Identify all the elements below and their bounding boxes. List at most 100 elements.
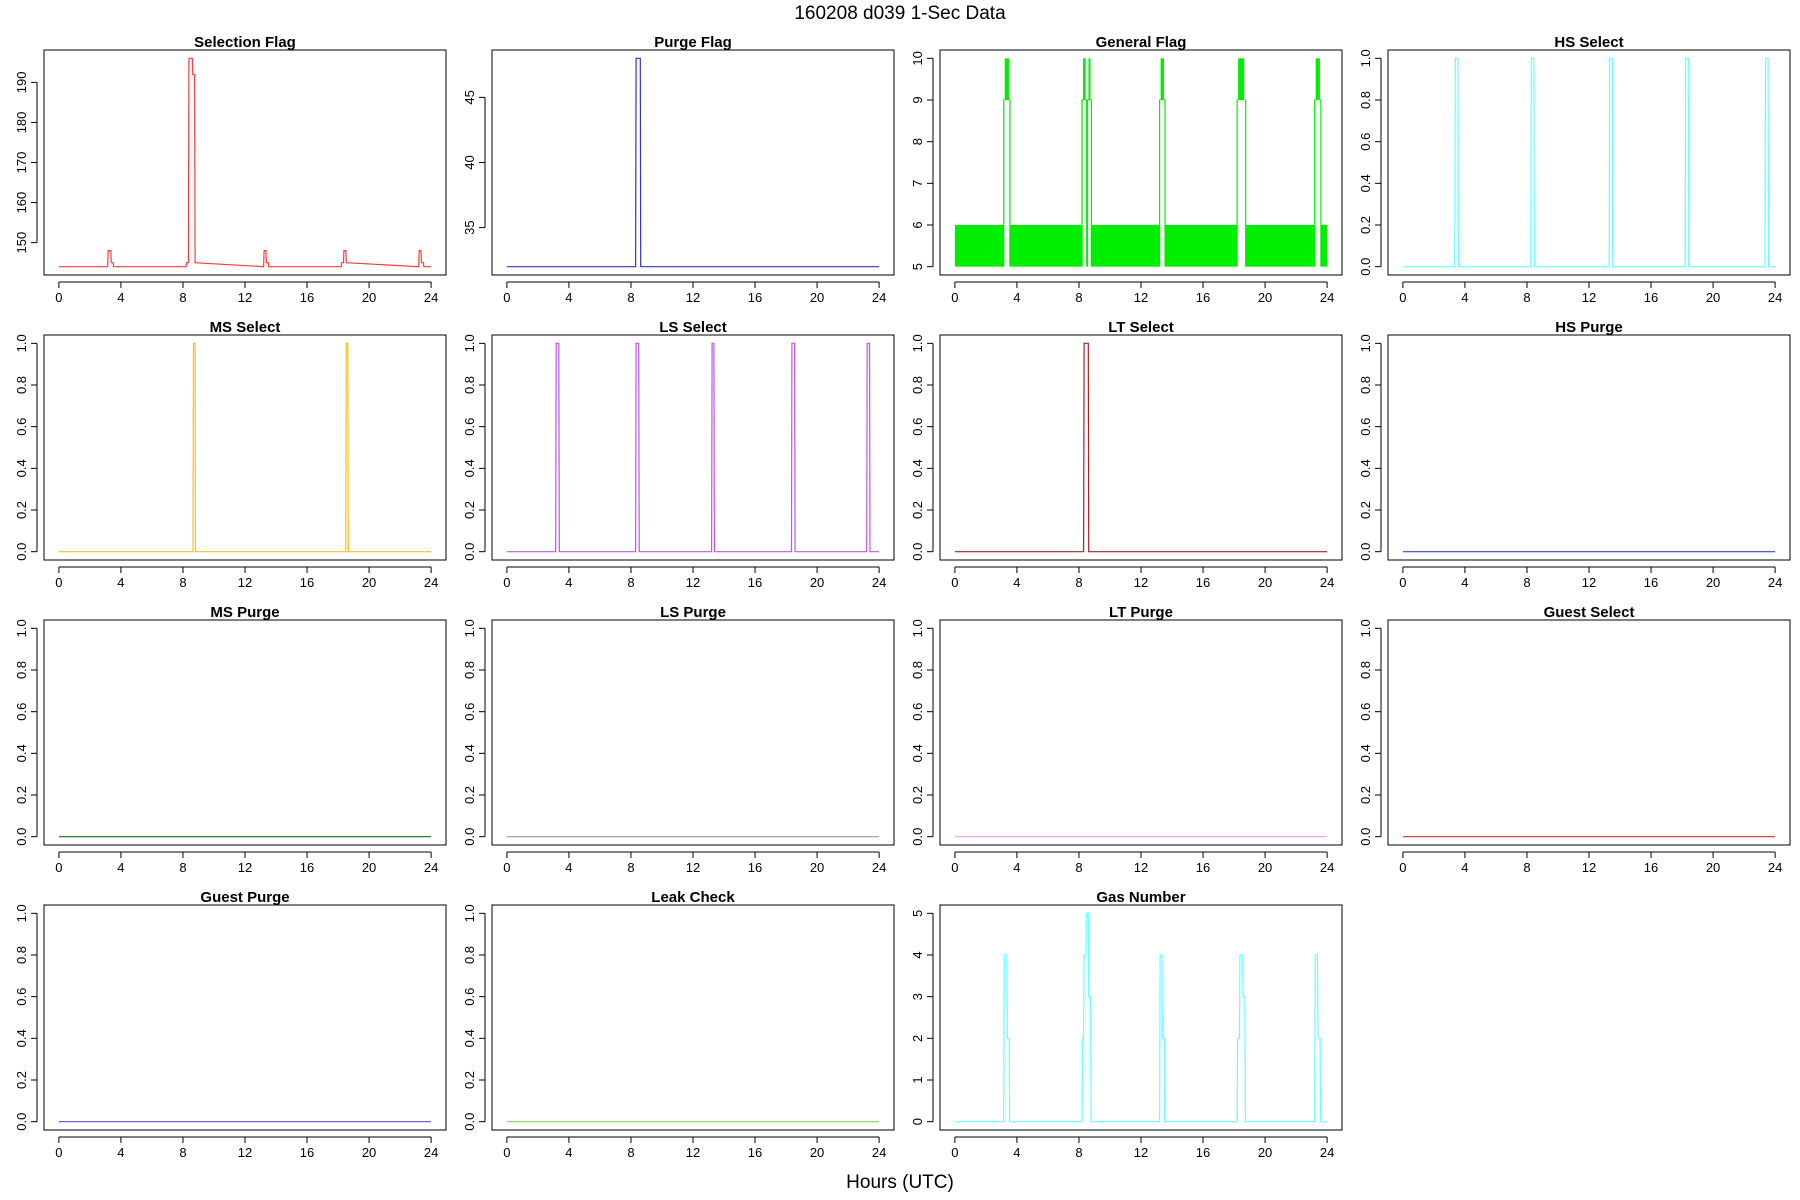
flag-spike-edge [1086, 99, 1089, 267]
panel-title: LS Select [659, 319, 727, 336]
panel-title: HS Purge [1555, 319, 1623, 336]
y-tick-label: 40 [462, 155, 477, 169]
flag-spike-edge [1244, 99, 1247, 267]
series-line [1402, 57, 1776, 268]
x-tick-label: 12 [686, 860, 700, 875]
x-tick-label: 8 [627, 290, 634, 305]
panel-title: General Flag [1096, 34, 1187, 51]
x-tick-label: 12 [1134, 290, 1148, 305]
x-tick-label: 0 [951, 860, 958, 875]
y-tick-label: 7 [910, 180, 925, 187]
y-tick-label: 150 [14, 232, 29, 254]
x-tick-label: 24 [872, 1145, 886, 1160]
x-tick-label: 8 [627, 1145, 634, 1160]
x-tick-label: 4 [1013, 1145, 1020, 1160]
x-tick-label: 8 [1075, 290, 1082, 305]
y-tick-label: 0.6 [910, 703, 925, 721]
y-tick-label: 180 [14, 112, 29, 134]
flag-spike-edge [1090, 99, 1092, 267]
x-tick-label: 8 [627, 575, 634, 590]
plot-frame [491, 619, 895, 846]
x-tick-label: 12 [1582, 575, 1596, 590]
panel-ms-select: MS Select 0 4 8 12 16 20 24 0.0 0.2 0.4 0.6 0.8 1.0 [14, 319, 447, 590]
x-tick-label: 20 [810, 290, 824, 305]
y-tick-label: 0.8 [462, 946, 477, 964]
panel-guest-purge: Guest Purge 0 4 8 12 16 20 24 0.0 0.2 0.4 0.6 0.8 1.0 [14, 889, 447, 1160]
panels-grid: Selection Flag 0 4 8 12 16 20 24 150 16 0 1 7 0 180 190… [14, 34, 1791, 1160]
x-tick-label: 20 [362, 290, 376, 305]
x-tick-label: 12 [1582, 860, 1596, 875]
y-tick-label: 0.6 [462, 418, 477, 436]
y-tick-label: 0.8 [1358, 91, 1373, 109]
x-tick-label: 8 [1075, 860, 1082, 875]
x-tick-label: 4 [117, 860, 124, 875]
y-tick-label: 35 [462, 220, 477, 234]
panel-ls-purge: LS Purge 0 4 8 12 16 20 24 0.0 0.2 0.4 0.6 0.8 1.0 [462, 604, 895, 875]
x-tick-label: 16 [748, 860, 762, 875]
panel-title: HS Select [1554, 34, 1623, 51]
panel-title: Gas Number [1096, 889, 1185, 906]
plot-frame [1387, 49, 1791, 276]
y-tick-label: 1.0 [910, 619, 925, 637]
panel-title: Selection Flag [194, 34, 296, 51]
panel-leak-check: Leak Check 0 4 8 12 16 20 24 0.0 0.2 0.4 0.6 0.8 1.0 [462, 889, 895, 1160]
x-tick-label: 4 [117, 290, 124, 305]
x-tick-label: 4 [565, 575, 572, 590]
flag-band [1165, 225, 1238, 267]
y-tick-label: 0.2 [462, 501, 477, 519]
x-tick-label: 16 [1644, 290, 1658, 305]
y-tick-label: 0.4 [462, 1029, 477, 1047]
plot-frame [43, 904, 447, 1131]
y-tick-label: 1.0 [910, 334, 925, 352]
panel-lt-select: LT Select 0 4 8 12 16 20 24 0.0 0.2 0.4 0.6 0.8 1.0 [910, 319, 1343, 590]
x-tick-label: 16 [748, 575, 762, 590]
panel-title: Guest Select [1544, 604, 1635, 621]
y-tick-label: 0.0 [14, 1113, 29, 1131]
x-tick-label: 4 [117, 575, 124, 590]
flag-spike-top [1238, 58, 1245, 100]
y-tick-label: 0.8 [462, 661, 477, 679]
x-tick-label: 20 [1258, 575, 1272, 590]
flag-spike-top [1088, 58, 1091, 100]
x-tick-label: 12 [1134, 1145, 1148, 1160]
y-tick-label: 0.0 [1358, 543, 1373, 561]
flag-band [1009, 225, 1083, 267]
x-tick-label: 8 [1523, 290, 1530, 305]
x-tick-label: 20 [1706, 860, 1720, 875]
x-tick-label: 20 [810, 1145, 824, 1160]
flag-spike-edge [1236, 99, 1239, 267]
x-tick-label: 20 [1258, 860, 1272, 875]
y-tick-label: 0.4 [14, 744, 29, 762]
y-tick-label: 0.6 [462, 703, 477, 721]
panel-title: Guest Purge [200, 889, 289, 906]
y-tick-label: 10 [910, 51, 925, 65]
y-tick-label: 190 [14, 72, 29, 94]
x-tick-label: 8 [179, 860, 186, 875]
y-tick-label: 1.0 [1358, 49, 1373, 67]
x-tick-label: 20 [1258, 1145, 1272, 1160]
x-tick-label: 16 [1644, 575, 1658, 590]
x-tick-label: 16 [300, 1145, 314, 1160]
x-tick-label: 4 [565, 1145, 572, 1160]
y-tick-label: 0.2 [1358, 501, 1373, 519]
x-tick-label: 0 [55, 575, 62, 590]
y-tick-label: 0.2 [14, 786, 29, 804]
y-tick-label: 0.8 [910, 376, 925, 394]
flag-spike-edge [1164, 99, 1166, 267]
x-tick-label: 16 [1196, 860, 1210, 875]
x-tick-label: 8 [179, 290, 186, 305]
panel-title: LS Purge [660, 604, 726, 621]
y-tick-label: 0.0 [1358, 258, 1373, 276]
y-tick-label: 1 [910, 1076, 925, 1083]
y-tick-label: 0.0 [14, 828, 29, 846]
x-tick-label: 16 [748, 290, 762, 305]
y-tick-label: 0.8 [14, 376, 29, 394]
panel-guest-select: Guest Select 0 4 8 12 16 20 24 0.0 0.2 0.4 0.6 0.8 1.… [1358, 604, 1791, 875]
plot-frame [1387, 334, 1791, 561]
x-tick-label: 16 [300, 575, 314, 590]
x-tick-label: 16 [748, 1145, 762, 1160]
panel-title: MS Select [210, 319, 281, 336]
x-tick-label: 0 [1399, 575, 1406, 590]
flag-band [954, 225, 1004, 267]
